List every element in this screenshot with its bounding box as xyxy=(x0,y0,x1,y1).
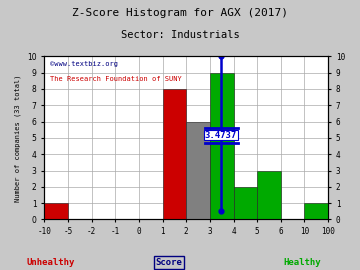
Bar xyxy=(163,89,186,220)
Bar xyxy=(234,187,257,220)
Y-axis label: Number of companies (33 total): Number of companies (33 total) xyxy=(15,74,22,202)
Bar xyxy=(257,171,281,220)
Text: Healthy: Healthy xyxy=(284,258,321,267)
Text: ©www.textbiz.org: ©www.textbiz.org xyxy=(50,61,118,67)
Text: Score: Score xyxy=(156,258,183,267)
Bar xyxy=(44,203,68,220)
Text: Unhealthy: Unhealthy xyxy=(26,258,75,267)
Bar xyxy=(186,122,210,220)
Text: The Research Foundation of SUNY: The Research Foundation of SUNY xyxy=(50,76,182,82)
Text: Sector: Industrials: Sector: Industrials xyxy=(121,30,239,40)
Text: Z-Score Histogram for AGX (2017): Z-Score Histogram for AGX (2017) xyxy=(72,8,288,18)
Bar xyxy=(305,203,328,220)
Text: 3.4737: 3.4737 xyxy=(205,131,237,140)
Bar xyxy=(210,73,234,220)
